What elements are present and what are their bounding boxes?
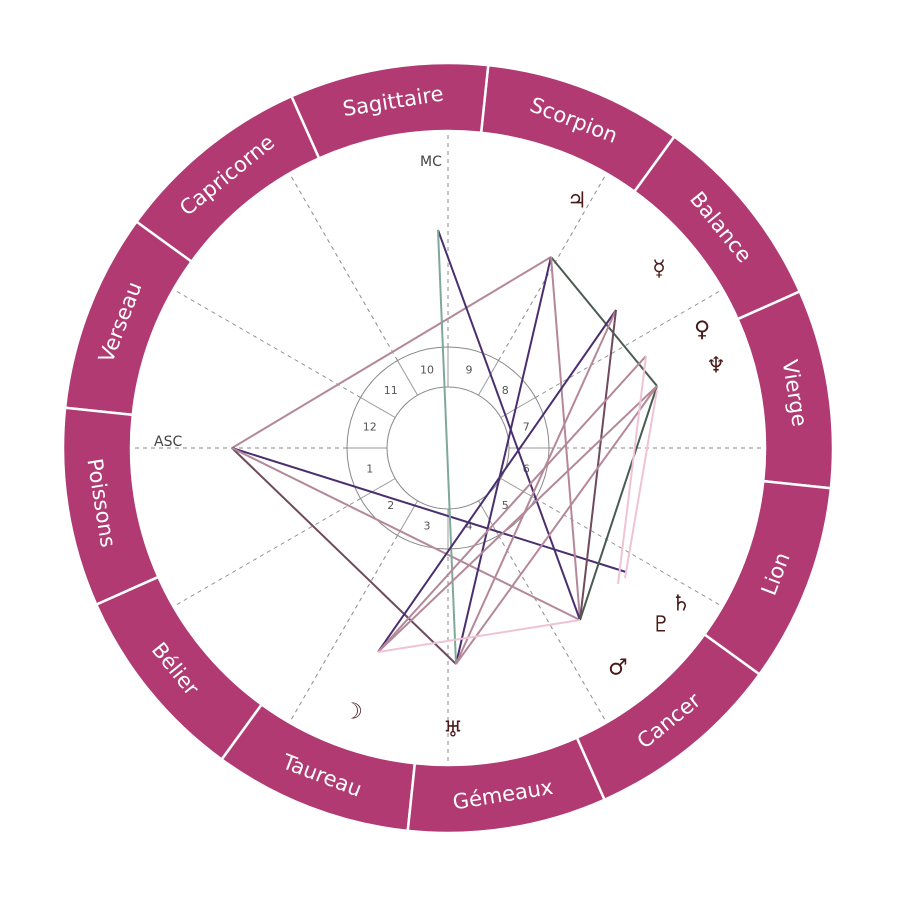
house-ring-outer (346, 346, 550, 550)
house-number-1: 1 (366, 462, 373, 475)
house-number-2: 2 (387, 499, 394, 512)
house-divider-11 (397, 500, 418, 536)
house-number-4: 4 (465, 520, 472, 533)
house-cusp-9 (498, 535, 607, 723)
house-divider-5 (478, 360, 499, 396)
aspect-line (377, 355, 647, 653)
aspect-line (437, 229, 457, 665)
aspect-line (617, 355, 647, 585)
aspect-line (624, 389, 658, 579)
house-divider-8 (500, 478, 536, 499)
mercury-icon: ☿ (652, 257, 666, 282)
house-number-5: 5 (502, 499, 509, 512)
aspect-line (579, 309, 617, 621)
saturn-icon: ♄ (671, 592, 691, 617)
house-number-11: 11 (384, 384, 398, 397)
house-cusp-3 (289, 173, 398, 361)
planet-glyphs: ♃ ☿ ♀ ♆ ♇♄ ♂ ♅ ☽ (343, 189, 726, 743)
aspect-line (455, 309, 617, 665)
house-number-12: 12 (363, 421, 377, 434)
aspect-line (231, 447, 581, 621)
aspect-line (377, 385, 658, 653)
house-number-8: 8 (502, 384, 509, 397)
aspect-line (231, 256, 552, 449)
aspect-line (455, 385, 658, 665)
neptune-icon: ♆ (706, 354, 726, 379)
house-divider-9 (478, 500, 499, 536)
aspect-line (579, 385, 658, 621)
house-cusp-12 (173, 498, 361, 607)
house-divider-12 (360, 478, 396, 499)
house-divider-6 (500, 397, 536, 418)
aspect-line (455, 256, 552, 665)
house-divider-3 (397, 360, 418, 396)
house-cusp-11 (289, 535, 398, 723)
house-divider-2 (360, 397, 396, 418)
house-cusp-5 (498, 173, 607, 361)
house-number-6: 6 (523, 462, 530, 475)
midheaven-label: MC (420, 154, 442, 170)
aspect-line (377, 619, 581, 653)
house-cusp-2 (173, 289, 361, 398)
jupiter-icon: ♃ (567, 189, 587, 214)
ascendant-label: ASC (154, 434, 182, 450)
uranus-icon: ♅ (443, 718, 463, 743)
pluto-icon: ♇ (651, 613, 671, 638)
aspect-line (231, 447, 627, 573)
aspect-line (550, 256, 581, 621)
aspect-line (231, 447, 457, 665)
mars-icon: ♂ (608, 656, 628, 681)
aspect-line (377, 309, 617, 653)
house-number-9: 9 (465, 363, 472, 376)
house-number-3: 3 (424, 520, 431, 533)
house-number-10: 10 (420, 363, 434, 376)
aspect-lines (231, 229, 658, 665)
house-number-7: 7 (523, 421, 530, 434)
axis-labels: ASC MC (154, 154, 442, 450)
aspect-line (437, 229, 581, 621)
venus-icon: ♀ (694, 318, 710, 343)
moon-icon: ☽ (343, 700, 363, 725)
